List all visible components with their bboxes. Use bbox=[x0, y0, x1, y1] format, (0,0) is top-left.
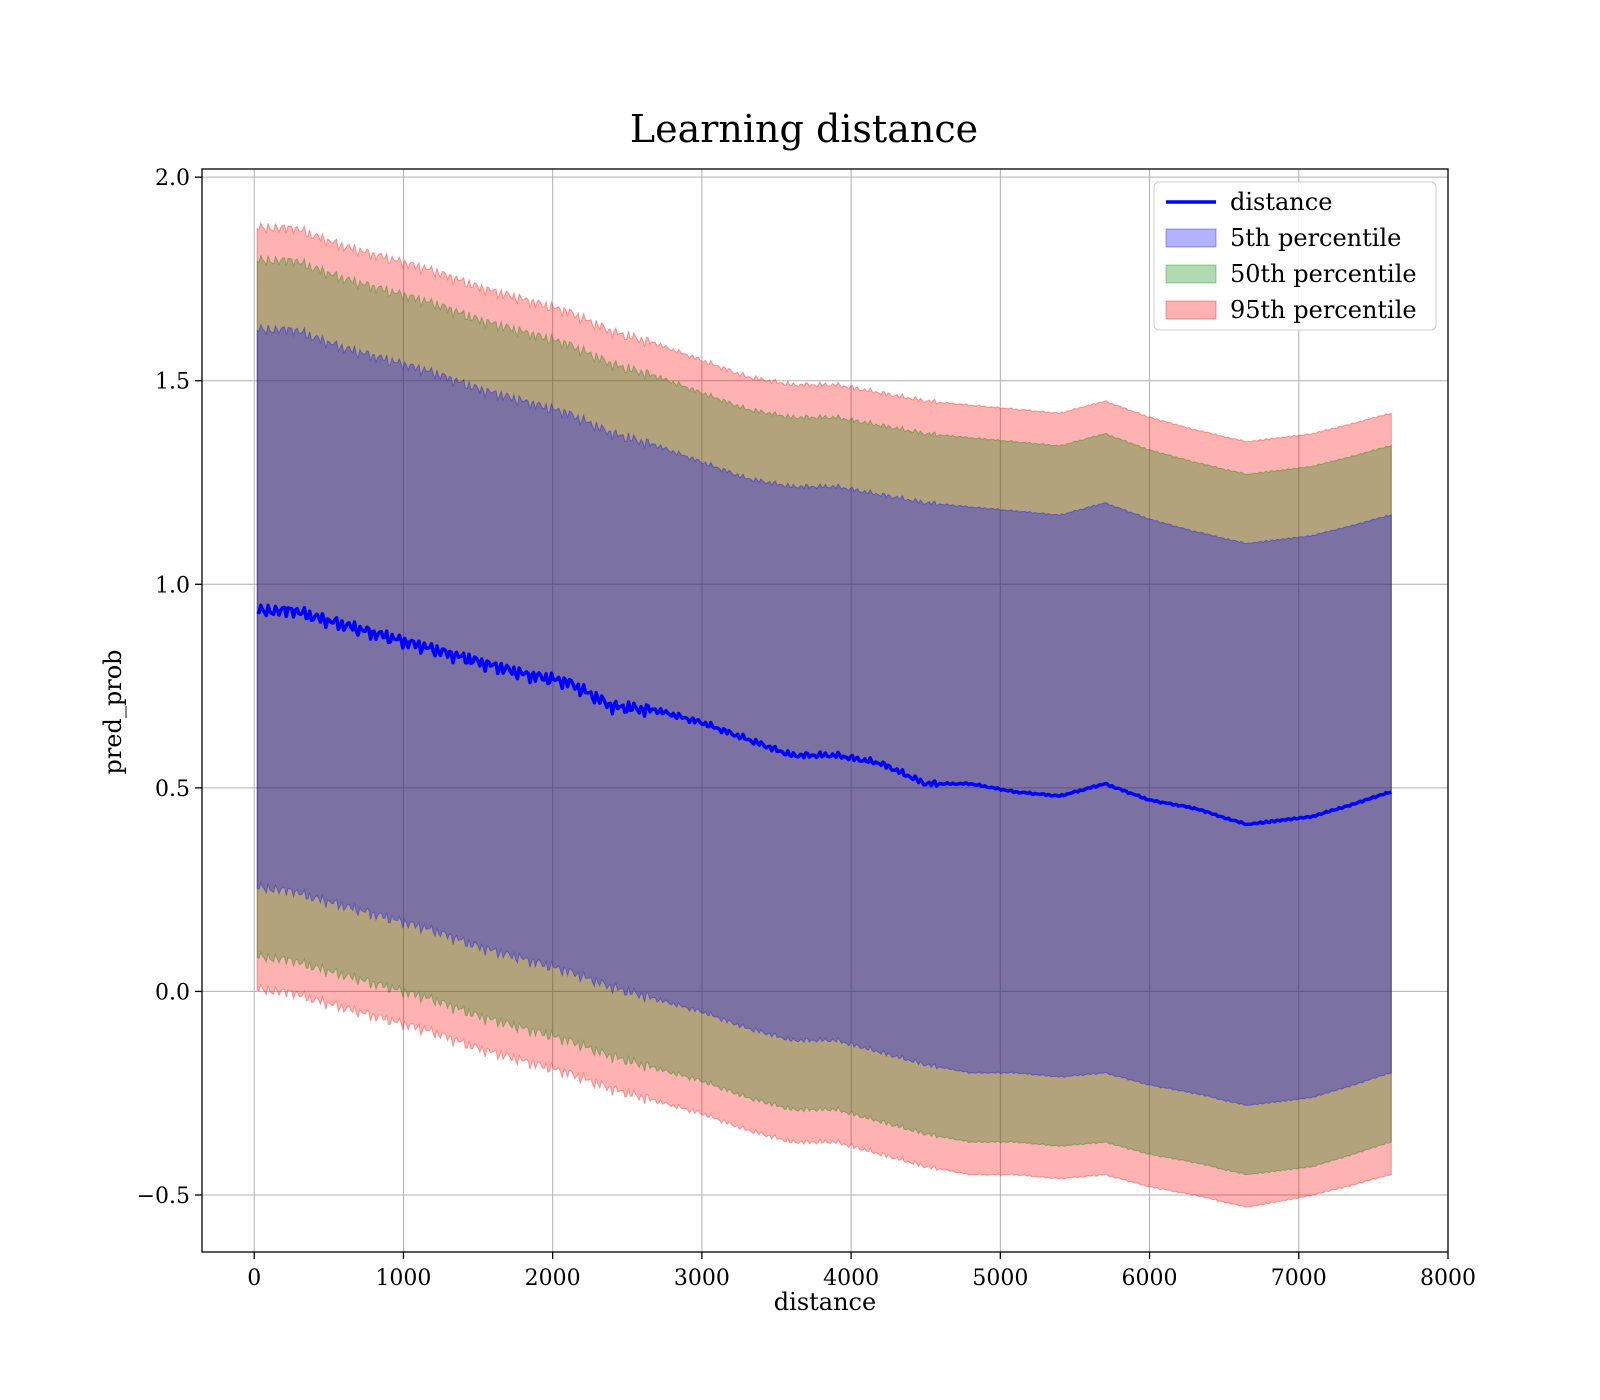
x-tick-label: 2000 bbox=[525, 1266, 581, 1291]
x-tick-label: 5000 bbox=[972, 1266, 1028, 1291]
legend-swatch bbox=[1165, 264, 1217, 284]
legend-label: 95th percentile bbox=[1230, 296, 1417, 324]
x-tick-label: 0 bbox=[247, 1266, 261, 1291]
line-distance bbox=[256, 603, 1393, 827]
x-tick-label: 8000 bbox=[1420, 1266, 1476, 1291]
y-tick-label: 2.0 bbox=[155, 166, 190, 191]
legend-label: distance bbox=[1230, 188, 1332, 216]
plot-frame bbox=[201, 168, 1449, 1253]
y-tick-label: 0.5 bbox=[155, 777, 190, 802]
y-axis-ticks: −0.5 0.0 0.5 1.0 1.5 2.0 bbox=[137, 166, 202, 1209]
x-tick-label: 4000 bbox=[823, 1266, 879, 1291]
x-tick-label: 6000 bbox=[1122, 1266, 1178, 1291]
x-axis-ticks: 0 1000 2000 3000 4000 5000 6000 7000 8000 bbox=[247, 1252, 1476, 1291]
band-95th-percentile bbox=[256, 221, 1392, 1208]
x-axis-label: distance bbox=[774, 1288, 876, 1316]
x-tick-label: 1000 bbox=[375, 1266, 431, 1291]
legend-swatch bbox=[1165, 300, 1217, 320]
band-5th-percentile bbox=[256, 323, 1392, 1106]
y-tick-label: 1.5 bbox=[155, 370, 190, 395]
legend-swatch bbox=[1165, 228, 1217, 248]
y-tick-label: 1.0 bbox=[155, 573, 190, 598]
x-tick-label: 7000 bbox=[1271, 1266, 1327, 1291]
legend-label: 5th percentile bbox=[1230, 224, 1401, 252]
y-axis-label: pred_prob bbox=[99, 649, 127, 774]
legend-box bbox=[1153, 181, 1437, 331]
bands bbox=[256, 221, 1392, 1208]
x-tick-label: 3000 bbox=[674, 1266, 730, 1291]
legend: distance 5th percentile 50th percentile 95t… bbox=[1153, 181, 1437, 331]
lines bbox=[256, 603, 1393, 827]
y-tick-label: −0.5 bbox=[137, 1184, 190, 1209]
band-50th-percentile bbox=[256, 254, 1392, 1175]
y-tick-label: 0.0 bbox=[155, 980, 190, 1005]
chart-title: Learning distance bbox=[630, 107, 978, 151]
legend-label: 50th percentile bbox=[1230, 260, 1417, 288]
